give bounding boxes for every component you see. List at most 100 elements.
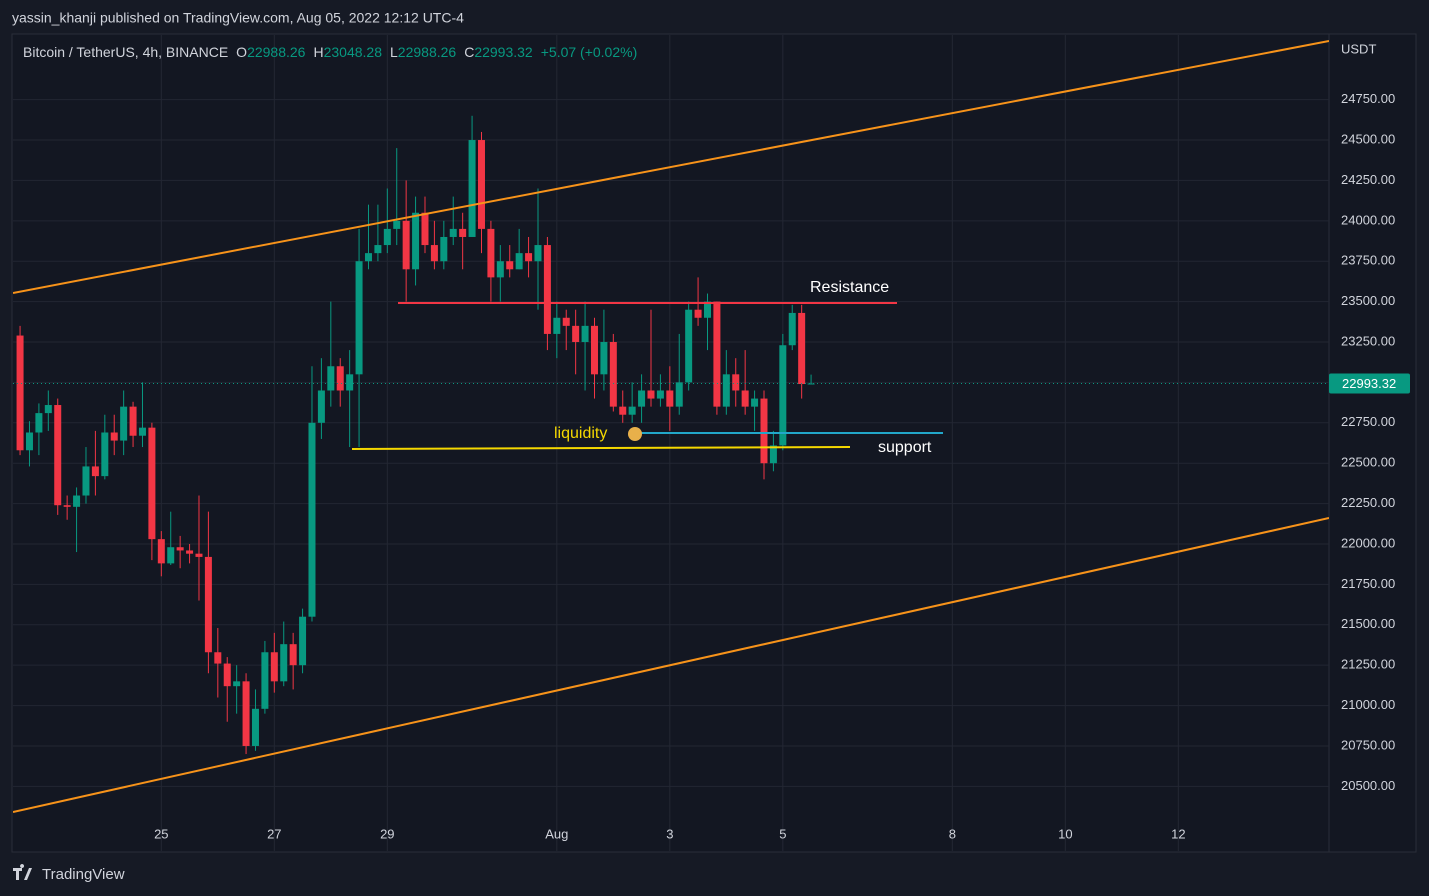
logo-mark bbox=[13, 864, 32, 880]
candle-body bbox=[449, 228, 457, 237]
candle-body bbox=[600, 342, 608, 375]
candle-body bbox=[167, 547, 175, 564]
caption: yassin_khanji published on TradingView.c… bbox=[12, 10, 464, 26]
candle-body bbox=[769, 445, 777, 464]
candle-body bbox=[44, 405, 52, 414]
y-tick-label: 20750.00 bbox=[1341, 737, 1395, 752]
candle-body bbox=[138, 427, 146, 436]
candle-body bbox=[82, 466, 90, 496]
ohlc-value: 22988.26 bbox=[398, 44, 457, 60]
candle-body bbox=[741, 390, 749, 407]
ohlc-label: O bbox=[236, 44, 247, 60]
candle-body bbox=[788, 312, 796, 346]
candle-body bbox=[713, 301, 721, 407]
candle-body bbox=[120, 406, 128, 441]
candle-body bbox=[308, 422, 316, 617]
candle-body bbox=[751, 398, 759, 407]
candle-body bbox=[628, 406, 636, 415]
candle-body bbox=[675, 382, 683, 407]
candle-body bbox=[327, 366, 335, 391]
candle-body bbox=[656, 390, 664, 399]
candle-body bbox=[722, 374, 730, 407]
x-tick-label: 27 bbox=[267, 826, 281, 841]
candles bbox=[13, 115, 1329, 755]
candle-body bbox=[487, 228, 495, 278]
y-tick-label: 21500.00 bbox=[1341, 616, 1395, 631]
symbol-title: Bitcoin / TetherUS, 4h, BINANCE bbox=[23, 44, 228, 60]
candle-body bbox=[25, 432, 33, 451]
liquidity-icon bbox=[628, 427, 642, 441]
candle-body bbox=[336, 366, 344, 391]
y-tick-label: 22750.00 bbox=[1341, 414, 1395, 429]
candle-body bbox=[647, 390, 655, 399]
candle-body bbox=[280, 644, 288, 682]
candle-body bbox=[619, 406, 627, 415]
candle-body bbox=[63, 505, 71, 507]
y-tick-label: 23750.00 bbox=[1341, 253, 1395, 268]
candle-body bbox=[703, 301, 711, 318]
candle-body bbox=[129, 406, 137, 436]
candle-body bbox=[609, 342, 617, 407]
x-tick-label: 12 bbox=[1171, 826, 1185, 841]
candle-body bbox=[421, 212, 429, 246]
support-line bbox=[351, 446, 851, 450]
y-tick-label: 23500.00 bbox=[1341, 293, 1395, 308]
candle-body bbox=[242, 681, 250, 746]
grid bbox=[13, 35, 1329, 851]
candle-body bbox=[562, 317, 570, 326]
candle-body bbox=[73, 495, 81, 507]
y-tick-label: 22250.00 bbox=[1341, 495, 1395, 510]
candle-body bbox=[204, 556, 212, 653]
candle-body bbox=[16, 335, 24, 451]
candle-body bbox=[195, 553, 203, 557]
candle-body bbox=[496, 261, 504, 278]
candle-body bbox=[393, 220, 401, 229]
brand: TradingView bbox=[42, 866, 125, 883]
candle-body bbox=[355, 261, 363, 375]
ohlc-value: 22988.26 bbox=[247, 44, 306, 60]
liquidity-label: liquidity bbox=[554, 425, 607, 442]
candle-body bbox=[223, 663, 231, 687]
x-tick-label: 8 bbox=[949, 826, 956, 841]
y-tick-label: 24000.00 bbox=[1341, 212, 1395, 227]
candle-body bbox=[798, 312, 806, 385]
candle-body bbox=[760, 398, 768, 464]
y-tick-label: 22000.00 bbox=[1341, 535, 1395, 550]
candle-body bbox=[91, 466, 99, 477]
candle-body bbox=[543, 245, 551, 334]
candle-body bbox=[364, 253, 372, 262]
candle-body bbox=[732, 374, 740, 391]
y-tick-label: 24500.00 bbox=[1341, 131, 1395, 146]
candle-body bbox=[685, 309, 693, 383]
candle-body bbox=[233, 681, 241, 687]
candle-body bbox=[35, 413, 43, 433]
drawings bbox=[13, 40, 1329, 813]
x-tick-label: 25 bbox=[154, 826, 168, 841]
candle-body bbox=[807, 383, 815, 385]
candle-body bbox=[515, 253, 523, 270]
ohlc-label: C bbox=[464, 44, 474, 60]
ohlc-label: H bbox=[313, 44, 323, 60]
candle-body bbox=[534, 245, 542, 262]
candle-body bbox=[638, 390, 646, 407]
y-tick-label: 22500.00 bbox=[1341, 455, 1395, 470]
candle-body bbox=[176, 547, 184, 551]
candle-body bbox=[101, 432, 109, 477]
candle-body bbox=[430, 245, 438, 262]
legend-header: Bitcoin / TetherUS, 4h, BINANCE O22988.26… bbox=[23, 44, 637, 60]
candle-body bbox=[581, 325, 589, 343]
candle-body bbox=[440, 236, 448, 262]
candle-body bbox=[506, 261, 514, 270]
candle-body bbox=[299, 616, 307, 666]
brand-logo bbox=[13, 864, 32, 880]
y-tick-label: 21750.00 bbox=[1341, 576, 1395, 591]
candle-body bbox=[346, 374, 354, 391]
y-tick-label: 21250.00 bbox=[1341, 657, 1395, 672]
candle-body bbox=[459, 228, 467, 237]
candle-body bbox=[317, 390, 325, 423]
x-tick-label: 29 bbox=[380, 826, 394, 841]
last-price-label: 22993.32 bbox=[1342, 376, 1396, 391]
candle-body bbox=[572, 325, 580, 343]
